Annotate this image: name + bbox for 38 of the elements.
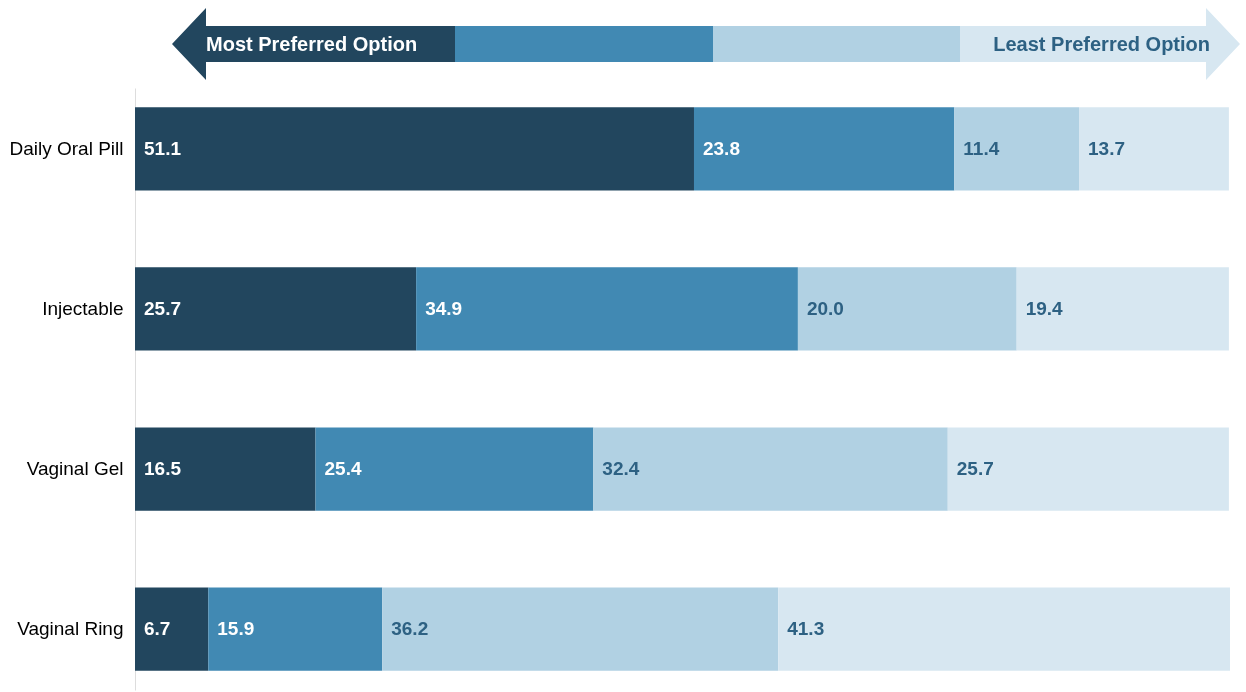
bar <box>208 587 383 671</box>
data-label: 19.4 <box>1025 297 1064 319</box>
bar <box>693 107 955 191</box>
data-label: 51.1 <box>144 137 182 159</box>
data-label: 34.9 <box>425 297 463 319</box>
bar <box>1016 267 1229 351</box>
bar <box>315 427 594 511</box>
data-label: 41.3 <box>787 618 825 640</box>
data-label: 11.4 <box>963 137 1000 159</box>
data-label: 15.9 <box>217 618 255 640</box>
text: Most Preferred Option <box>206 32 418 56</box>
data-label: 13.7 <box>1088 137 1126 159</box>
y-tick-label: Vaginal Gel <box>26 458 124 480</box>
data-label: 25.7 <box>956 458 994 480</box>
data-label: 36.2 <box>391 618 429 640</box>
bar <box>593 427 948 511</box>
bar <box>797 267 1017 351</box>
bar <box>416 267 798 351</box>
bar <box>1079 107 1229 191</box>
bar <box>382 587 779 671</box>
bar <box>947 427 1229 511</box>
bar <box>778 587 1230 671</box>
y-tick-label: Vaginal Ring <box>17 618 124 640</box>
bar <box>135 427 316 511</box>
y-tick-label: Injectable <box>42 297 124 319</box>
bar <box>135 267 417 351</box>
y-tick-label: Daily Oral Pill <box>9 137 124 159</box>
data-label: 6.7 <box>144 618 171 640</box>
data-label: 23.8 <box>702 137 740 159</box>
text: Least Preferred Option <box>993 32 1210 56</box>
bar <box>135 107 694 191</box>
bar <box>135 587 209 671</box>
data-label: 25.4 <box>324 458 362 480</box>
data-label: 20.0 <box>806 297 844 319</box>
data-label: 32.4 <box>602 458 640 480</box>
bar <box>954 107 1080 191</box>
data-label: 25.7 <box>144 297 181 319</box>
data-label: 16.5 <box>144 458 182 480</box>
